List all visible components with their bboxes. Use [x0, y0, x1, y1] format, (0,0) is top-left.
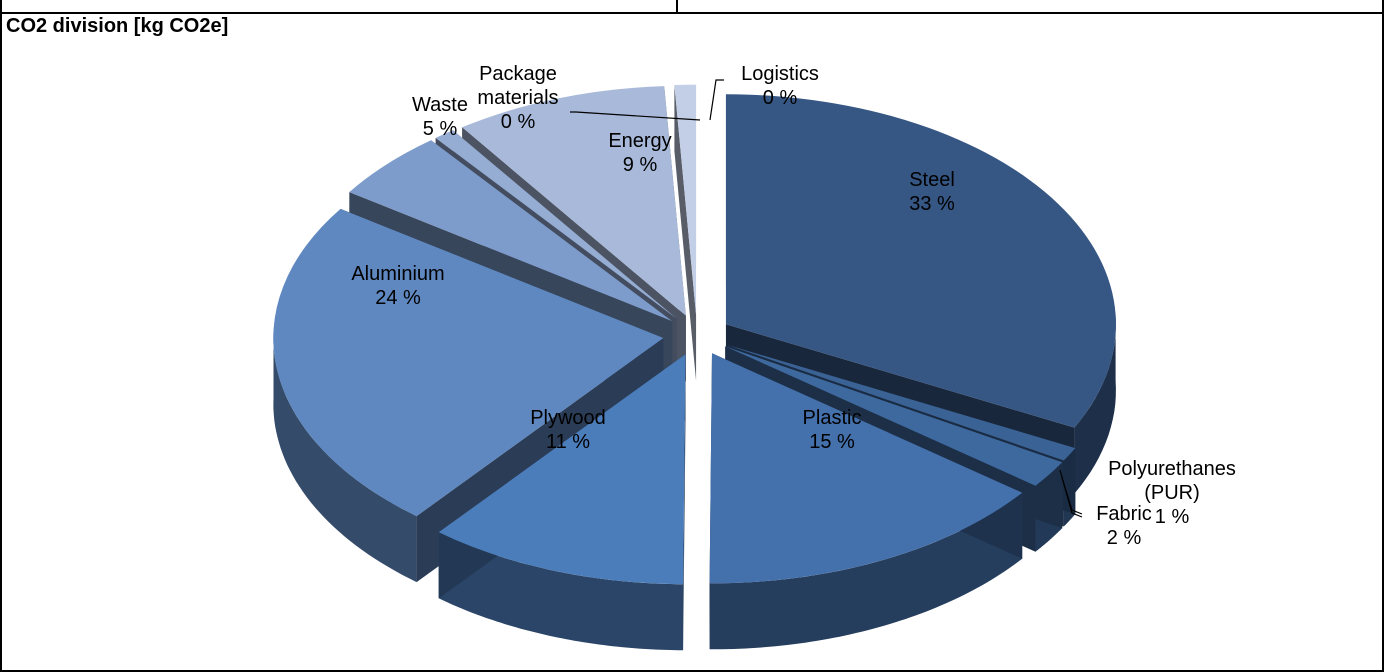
slice-polyurethanes-pur-top — [726, 344, 1076, 461]
top-divider — [676, 0, 678, 14]
slice-fabric-leader — [1059, 469, 1083, 518]
slice-logistics-side — [674, 84, 697, 381]
slice-steel-top — [725, 94, 1116, 428]
top-strip — [0, 0, 1384, 14]
slice-plastic-label: Plastic 15 % — [803, 407, 862, 453]
slice-plywood-label: Plywood 11 % — [530, 407, 606, 453]
slice-logistics-top — [674, 84, 697, 315]
slice-plastic-wall — [709, 492, 1023, 650]
slice-aluminium-wall — [273, 331, 417, 583]
slice-waste-top — [349, 140, 673, 322]
slice-logistics-leader — [709, 79, 724, 121]
slice-waste-label: Waste 5 % — [412, 94, 468, 140]
slice-package-materials-top — [435, 130, 677, 319]
slice-energy-top — [462, 86, 686, 316]
slice-logistics-face — [674, 85, 697, 381]
slice-aluminium-top — [273, 208, 664, 517]
slice-fabric-top — [725, 346, 1063, 486]
chart-title: CO2 division [kg CO2e] — [6, 15, 229, 37]
slice-plywood-face — [683, 354, 686, 651]
slice-logistics-label: Logistics 0 % — [741, 63, 819, 109]
slice-steel-label: Steel 33 % — [909, 169, 955, 215]
slice-plastic-top — [709, 353, 1023, 584]
slice-polyurethanes-pur-label: Polyurethanes (PUR) 1 % — [1108, 458, 1236, 528]
slice-steel-wall — [1074, 314, 1116, 494]
slice-plywood-wall — [438, 532, 684, 651]
slice-fabric-label: Fabric 2 % — [1096, 503, 1152, 549]
slice-aluminium-label: Aluminium 24 % — [351, 263, 444, 309]
slice-package-materials-leader — [570, 111, 701, 121]
slice-energy-label: Energy 9 % — [608, 130, 671, 176]
slice-package-materials-label: Package materials 0 % — [477, 63, 558, 133]
slice-plywood-top — [438, 354, 686, 585]
